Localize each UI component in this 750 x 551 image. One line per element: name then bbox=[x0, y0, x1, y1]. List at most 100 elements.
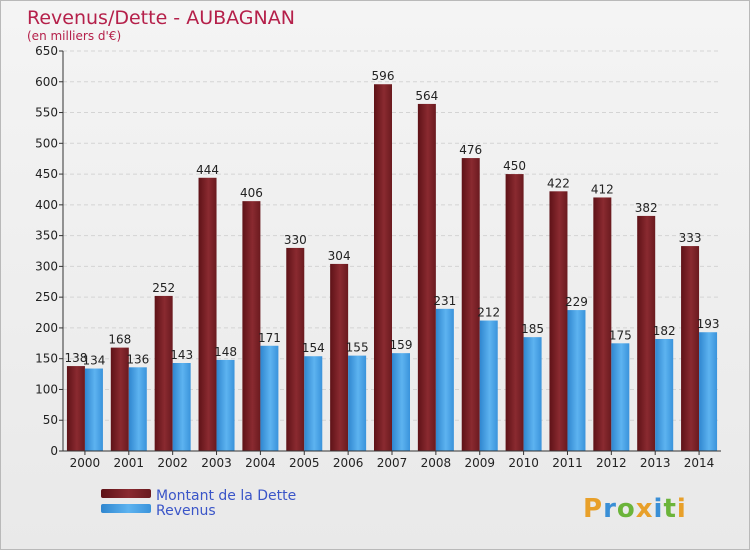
bar-debt bbox=[330, 263, 349, 451]
y-tick-label: 100 bbox=[35, 382, 58, 396]
y-tick-label: 0 bbox=[50, 444, 58, 458]
bar-debt bbox=[461, 158, 480, 452]
value-label-revenue: 155 bbox=[346, 341, 369, 355]
logo-letter: x bbox=[636, 494, 654, 524]
value-label-debt: 422 bbox=[547, 176, 570, 190]
value-label-debt: 476 bbox=[459, 143, 482, 157]
bar-revenue bbox=[611, 343, 630, 451]
bar-revenue bbox=[479, 320, 498, 451]
bar-debt bbox=[417, 103, 436, 451]
x-axis-ticks: 2000 2001 2002 2003 2004 2005 2006 2007 2008 2009… bbox=[70, 451, 715, 470]
bar-debt bbox=[198, 177, 217, 451]
y-tick-label: 350 bbox=[35, 229, 58, 243]
bar-debt bbox=[110, 347, 129, 451]
logo-letter: i bbox=[677, 494, 687, 524]
value-label-revenue: 229 bbox=[565, 295, 588, 309]
legend-swatch-revenue bbox=[101, 504, 151, 513]
y-tick-label: 50 bbox=[43, 413, 58, 427]
x-tick-label: 2007 bbox=[377, 456, 408, 470]
logo-letter: P bbox=[583, 494, 603, 524]
bar-debt bbox=[154, 295, 173, 451]
value-label-revenue: 231 bbox=[433, 294, 456, 308]
value-label-revenue: 182 bbox=[653, 324, 676, 338]
value-label-debt: 564 bbox=[415, 89, 438, 103]
x-tick-label: 2012 bbox=[596, 456, 627, 470]
bar-debt bbox=[505, 174, 524, 452]
value-label-revenue: 171 bbox=[258, 331, 281, 345]
proxiti-logo: Proxiti bbox=[583, 494, 687, 524]
chart-subtitle: (en milliers d'€) bbox=[27, 29, 121, 43]
y-tick-label: 550 bbox=[35, 106, 58, 120]
bar-revenue bbox=[84, 368, 103, 451]
value-label-debt: 138 bbox=[64, 351, 87, 365]
value-label-revenue: 185 bbox=[521, 322, 544, 336]
value-label-revenue: 148 bbox=[214, 345, 237, 359]
bar-debt bbox=[681, 246, 700, 451]
bar-debt bbox=[637, 215, 656, 451]
x-tick-label: 2010 bbox=[508, 456, 539, 470]
bar-revenue bbox=[304, 356, 323, 451]
x-tick-label: 2002 bbox=[157, 456, 188, 470]
bar-revenue bbox=[128, 367, 147, 451]
value-label-debt: 412 bbox=[591, 182, 614, 196]
bar-debt bbox=[549, 191, 568, 452]
y-tick-label: 400 bbox=[35, 198, 58, 212]
y-tick-label: 150 bbox=[35, 352, 58, 366]
y-tick-label: 650 bbox=[35, 44, 58, 58]
logo-letter: i bbox=[654, 494, 664, 524]
value-label-revenue: 193 bbox=[697, 317, 720, 331]
bar-revenue bbox=[567, 310, 586, 451]
y-axis-ticks: 0 50 100 150 200 250 300 350 400 450 500 550 600 650 bbox=[35, 44, 63, 458]
bar-revenue bbox=[655, 339, 674, 451]
value-label-debt: 444 bbox=[196, 163, 219, 177]
y-tick-label: 300 bbox=[35, 259, 58, 273]
x-tick-label: 2001 bbox=[114, 456, 145, 470]
bar-debt bbox=[242, 201, 261, 451]
bar-revenue bbox=[435, 308, 454, 451]
value-label-revenue: 136 bbox=[126, 352, 149, 366]
y-tick-label: 600 bbox=[35, 75, 58, 89]
value-label-debt: 333 bbox=[679, 231, 702, 245]
x-tick-label: 2009 bbox=[464, 456, 495, 470]
legend: Montant de la Dette Revenus bbox=[101, 488, 296, 519]
x-tick-label: 2008 bbox=[421, 456, 452, 470]
bar-debt bbox=[593, 197, 612, 451]
logo-letter: o bbox=[617, 494, 636, 524]
chart-title: Revenus/Dette - AUBAGNAN bbox=[27, 7, 295, 29]
bar-revenue bbox=[348, 355, 367, 451]
value-label-revenue: 143 bbox=[170, 348, 193, 362]
bar-debt bbox=[66, 366, 85, 451]
value-label-revenue: 175 bbox=[609, 328, 632, 342]
value-label-debt: 406 bbox=[240, 186, 263, 200]
x-tick-label: 2004 bbox=[245, 456, 276, 470]
y-tick-label: 450 bbox=[35, 167, 58, 181]
svg-text:Proxiti: Proxiti bbox=[583, 494, 687, 524]
bar-debt bbox=[374, 84, 392, 451]
y-tick-label: 500 bbox=[35, 136, 58, 150]
bar-revenue bbox=[260, 345, 279, 451]
y-tick-label: 200 bbox=[35, 321, 58, 335]
legend-swatch-debt bbox=[101, 489, 151, 498]
y-tick-label: 250 bbox=[35, 290, 58, 304]
value-label-debt: 450 bbox=[503, 159, 526, 173]
bars bbox=[66, 84, 718, 452]
value-label-debt: 382 bbox=[635, 201, 658, 215]
bar-revenue bbox=[172, 363, 191, 451]
x-tick-label: 2006 bbox=[333, 456, 364, 470]
value-label-debt: 304 bbox=[328, 249, 351, 263]
logo-letter: t bbox=[663, 494, 676, 524]
x-tick-label: 2011 bbox=[552, 456, 583, 470]
value-label-debt: 252 bbox=[152, 281, 175, 295]
bar-debt bbox=[286, 247, 305, 451]
x-tick-label: 2013 bbox=[640, 456, 671, 470]
x-tick-label: 2014 bbox=[684, 456, 715, 470]
value-label-debt: 330 bbox=[284, 233, 307, 247]
value-label-debt: 596 bbox=[372, 69, 395, 83]
value-label-debt: 168 bbox=[108, 333, 131, 347]
x-tick-label: 2003 bbox=[201, 456, 232, 470]
value-label-revenue: 159 bbox=[390, 338, 413, 352]
legend-label-debt: Montant de la Dette bbox=[156, 488, 296, 504]
